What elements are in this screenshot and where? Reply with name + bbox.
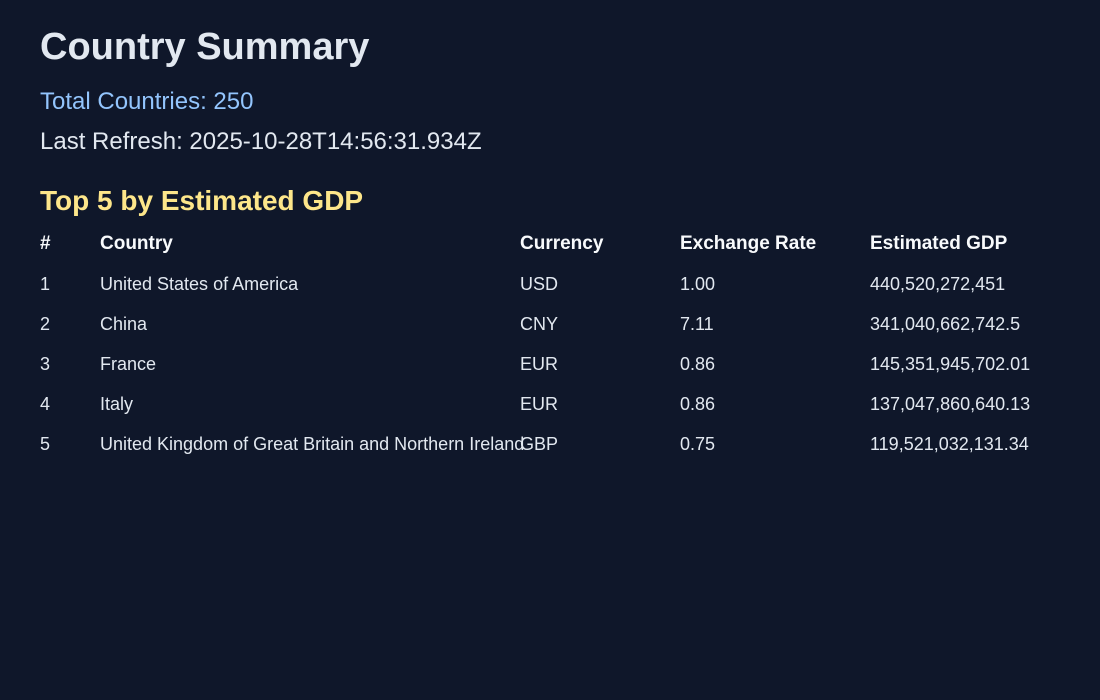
rank-cell: 3 bbox=[40, 354, 51, 374]
currency-cell: EUR bbox=[520, 394, 559, 414]
exchange-rate-cell: 0.86 bbox=[680, 354, 716, 374]
table-row: 3 France EUR 0.86 145,351,945,702.01 bbox=[40, 344, 1080, 384]
gdp-cell: 137,047,860,640.13 bbox=[870, 394, 1031, 414]
country-cell: China bbox=[100, 314, 148, 334]
gdp-table: # Country Currency Exchange Rate Estimat… bbox=[40, 224, 1080, 464]
table-header-row: # Country Currency Exchange Rate Estimat… bbox=[40, 224, 1080, 264]
table-row: 1 United States of America USD 1.00 440,… bbox=[40, 264, 1080, 304]
column-header-currency: Currency bbox=[520, 233, 604, 254]
currency-cell: EUR bbox=[520, 354, 559, 374]
column-header-rank: # bbox=[40, 233, 51, 254]
table-row: 5 United Kingdom of Great Britain and No… bbox=[40, 424, 1080, 464]
rank-cell: 4 bbox=[40, 394, 51, 414]
currency-cell: CNY bbox=[520, 314, 559, 334]
column-header-country: Country bbox=[100, 233, 173, 254]
section-title: Top 5 by Estimated GDP bbox=[40, 185, 364, 216]
country-cell: France bbox=[100, 354, 157, 374]
exchange-rate-cell: 1.00 bbox=[680, 274, 716, 294]
gdp-cell: 341,040,662,742.5 bbox=[870, 314, 1021, 334]
rank-cell: 1 bbox=[40, 274, 51, 294]
exchange-rate-cell: 7.11 bbox=[680, 314, 714, 334]
gdp-cell: 119,521,032,131.34 bbox=[870, 434, 1029, 454]
country-cell: United States of America bbox=[100, 274, 299, 294]
rank-cell: 2 bbox=[40, 314, 51, 334]
exchange-rate-cell: 0.86 bbox=[680, 394, 716, 414]
page-title: Country Summary bbox=[40, 26, 370, 68]
table-row: 2 China CNY 7.11 341,040,662,742.5 bbox=[40, 304, 1080, 344]
currency-cell: GBP bbox=[520, 434, 559, 454]
last-refresh: Last Refresh: 2025-10-28T14:56:31.934Z bbox=[40, 128, 482, 155]
exchange-rate-cell: 0.75 bbox=[680, 434, 716, 454]
gdp-cell: 440,520,272,451 bbox=[870, 274, 1006, 294]
rank-cell: 5 bbox=[40, 434, 51, 454]
gdp-cell: 145,351,945,702.01 bbox=[870, 354, 1031, 374]
country-cell: Italy bbox=[100, 394, 134, 414]
currency-cell: USD bbox=[520, 274, 559, 294]
column-header-estimated-gdp: Estimated GDP bbox=[870, 233, 1008, 254]
table-row: 4 Italy EUR 0.86 137,047,860,640.13 bbox=[40, 384, 1080, 424]
country-cell: United Kingdom of Great Britain and Nort… bbox=[100, 434, 525, 454]
column-header-exchange-rate: Exchange Rate bbox=[680, 233, 817, 254]
total-countries: Total Countries: 250 bbox=[40, 88, 254, 115]
